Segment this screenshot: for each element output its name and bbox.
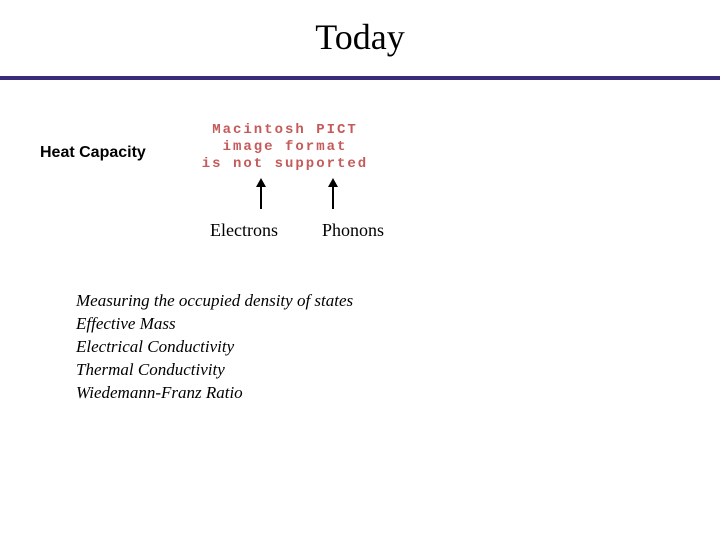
topic-item: Measuring the occupied density of states: [76, 290, 353, 312]
pict-line-3: is not supported: [170, 156, 400, 173]
topic-item: Wiedemann-Franz Ratio: [76, 382, 353, 404]
topics-list: Measuring the occupied density of states…: [76, 290, 353, 405]
electrons-label: Electrons: [210, 220, 278, 241]
arrow-up-icon: [260, 185, 262, 209]
topic-item: Electrical Conductivity: [76, 336, 353, 358]
pict-line-2: image format: [170, 139, 400, 156]
slide: Today Heat Capacity Macintosh PICT image…: [0, 0, 720, 540]
heat-capacity-label: Heat Capacity: [40, 144, 146, 162]
pict-placeholder: Macintosh PICT image format is not suppo…: [170, 122, 400, 172]
topic-item: Effective Mass: [76, 313, 353, 335]
title-underline: [0, 76, 720, 80]
pict-line-1: Macintosh PICT: [170, 122, 400, 139]
arrow-up-icon: [332, 185, 334, 209]
topic-item: Thermal Conductivity: [76, 359, 353, 381]
phonons-label: Phonons: [322, 220, 384, 241]
slide-title: Today: [0, 0, 720, 66]
